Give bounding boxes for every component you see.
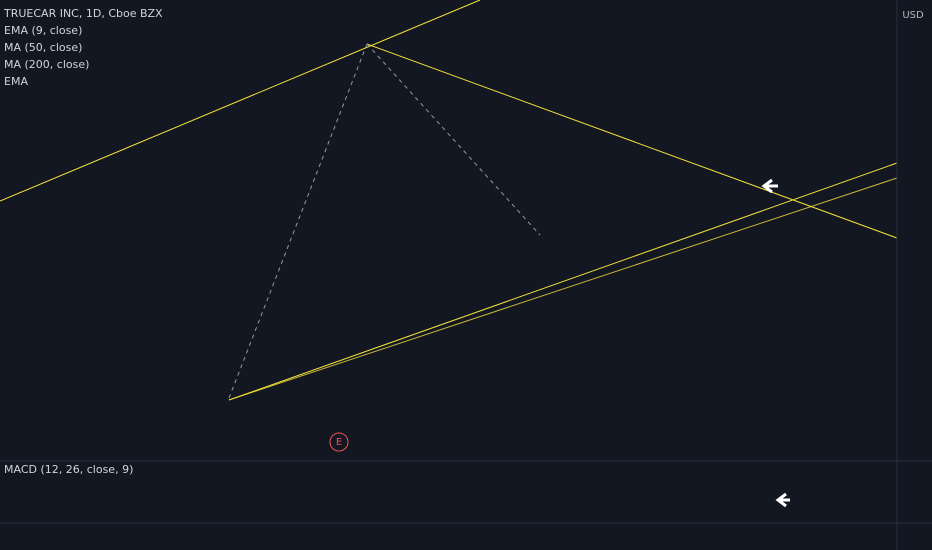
fib-trend (366, 43, 541, 236)
currency: USD (902, 10, 924, 21)
drawings (0, 0, 898, 401)
legend-entry: EMA (9, close) (4, 24, 82, 37)
earnings-marker (329, 432, 349, 452)
trend-line (228, 162, 898, 401)
trend-line (228, 177, 898, 401)
earnings-label: E (336, 437, 342, 448)
legend-entry: MA (50, close) (4, 41, 82, 54)
arrow-icon (775, 492, 790, 508)
chart-title: TRUECAR INC, 1D, Cboe BZX (3, 7, 163, 20)
arrow-icon (761, 178, 778, 194)
trend-line (0, 0, 481, 202)
legend-entry: MA (200, close) (4, 58, 89, 71)
trend-line (366, 43, 898, 239)
macd-title: MACD (12, 26, close, 9) (4, 463, 133, 476)
legend-entry: EMA (4, 75, 28, 88)
